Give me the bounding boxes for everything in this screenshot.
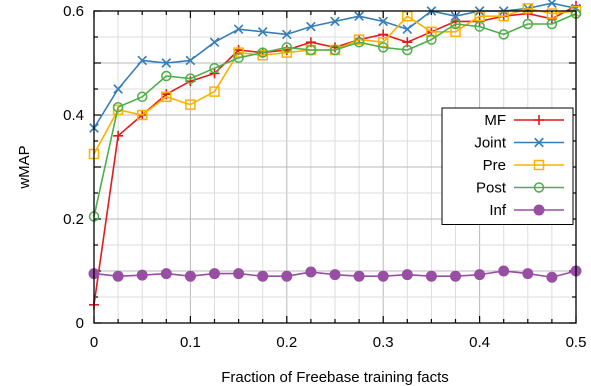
- legend-label-post: Post: [476, 180, 507, 197]
- data-point-joint: [185, 55, 196, 66]
- data-point-pre: [498, 10, 509, 22]
- legend-item-inf: Inf: [489, 202, 564, 219]
- data-point-joint: [209, 37, 220, 48]
- data-point-inf: [305, 266, 317, 278]
- data-point-pre: [450, 26, 461, 38]
- data-point-pre: [546, 8, 558, 19]
- data-point-inf: [401, 269, 413, 281]
- data-point-pre: [474, 10, 485, 22]
- data-point-post: [329, 44, 341, 56]
- y-tick-label: 0.6: [63, 3, 84, 20]
- data-point-joint: [257, 26, 268, 37]
- data-point-joint: [330, 16, 340, 27]
- data-point-joint: [137, 55, 148, 66]
- data-point-inf: [281, 270, 293, 282]
- legend-label-pre: Pre: [483, 157, 506, 174]
- data-point-inf: [546, 271, 558, 283]
- data-point-inf: [377, 270, 389, 282]
- data-point-pre: [209, 86, 220, 97]
- plot-frame: [93, 10, 577, 324]
- data-point-joint: [233, 24, 244, 35]
- legend-marker-post: [533, 182, 545, 193]
- data-point-post: [136, 91, 148, 103]
- legend-item-mf: MF: [484, 112, 564, 129]
- data-point-post: [185, 73, 196, 84]
- legend-marker-inf: [533, 204, 545, 216]
- data-point-post: [377, 42, 389, 53]
- x-tick-label: 0.2: [276, 334, 297, 351]
- data-point-post: [353, 36, 365, 48]
- legend-label-inf: Inf: [489, 202, 507, 219]
- data-point-joint: [354, 11, 364, 22]
- legend-marker-joint: [534, 137, 544, 148]
- data-point-post: [112, 101, 124, 113]
- data-point-post: [305, 44, 317, 56]
- data-point-pre: [185, 99, 196, 110]
- data-point-joint: [306, 21, 316, 32]
- legend-box: [441, 107, 574, 225]
- x-axis-label: Fraction of Freebase training facts: [221, 369, 449, 386]
- data-point-pre: [402, 10, 413, 22]
- data-point-mf: [113, 130, 124, 141]
- data-point-joint: [113, 84, 123, 94]
- data-point-post: [450, 18, 461, 30]
- data-point-inf: [112, 270, 124, 282]
- data-point-post: [474, 21, 485, 32]
- data-point-joint: [378, 16, 389, 27]
- data-point-post: [257, 47, 268, 58]
- data-point-pre: [161, 91, 172, 103]
- data-point-post: [402, 44, 413, 56]
- data-point-pre: [136, 109, 148, 121]
- data-point-inf: [474, 269, 486, 281]
- legend: MF Joint Pre Post Inf: [441, 107, 574, 225]
- data-point-pre: [426, 26, 437, 38]
- data-point-joint: [281, 29, 292, 40]
- data-point-post: [281, 42, 293, 53]
- data-point-inf: [450, 270, 461, 282]
- data-point-inf: [425, 270, 437, 282]
- data-point-post: [209, 62, 220, 74]
- data-point-post: [498, 29, 509, 40]
- data-point-inf: [257, 270, 269, 282]
- data-point-inf: [233, 268, 245, 280]
- legend-label-mf: MF: [484, 112, 506, 129]
- data-point-joint: [450, 11, 461, 22]
- data-point-inf: [522, 268, 534, 280]
- x-tick-label: 0.5: [566, 334, 587, 351]
- data-point-post: [426, 34, 437, 45]
- x-tick-label: 0: [90, 334, 98, 351]
- x-tick-label: 0.3: [373, 334, 394, 351]
- tick-labels: 0 0.1 0.2 0.3 0.4 0.5 0 0.2 0.4 0.6: [63, 3, 586, 351]
- series-line-post: [93, 12, 577, 217]
- y-tick-label: 0: [76, 315, 84, 332]
- legend-marker-mf: [534, 115, 544, 125]
- legend-label-joint: Joint: [474, 135, 507, 152]
- legend-item-pre: Pre: [483, 157, 564, 174]
- y-tick-label: 0.2: [63, 211, 84, 228]
- data-point-inf: [184, 270, 196, 282]
- data-point-inf: [353, 270, 365, 282]
- legend-item-joint: Joint: [474, 135, 564, 152]
- data-point-inf: [329, 269, 341, 281]
- legend-marker-pre: [533, 159, 545, 171]
- data-point-joint: [402, 24, 413, 35]
- data-point-joint: [547, 0, 557, 9]
- y-axis-label: wMAP: [16, 145, 33, 189]
- data-point-pre: [522, 3, 534, 14]
- data-point-post: [546, 18, 558, 30]
- data-point-post: [233, 52, 244, 64]
- data-point-inf: [209, 268, 220, 280]
- x-tick-label: 0.1: [180, 334, 201, 351]
- y-tick-label: 0.4: [63, 107, 84, 124]
- data-point-inf: [136, 269, 148, 281]
- x-tick-label: 0.4: [469, 334, 490, 351]
- data-point-post: [522, 18, 534, 30]
- data-point-inf: [160, 268, 172, 280]
- data-point-post: [161, 70, 172, 82]
- data-point-inf: [498, 265, 510, 277]
- legend-item-post: Post: [476, 180, 564, 197]
- data-point-joint: [161, 58, 172, 68]
